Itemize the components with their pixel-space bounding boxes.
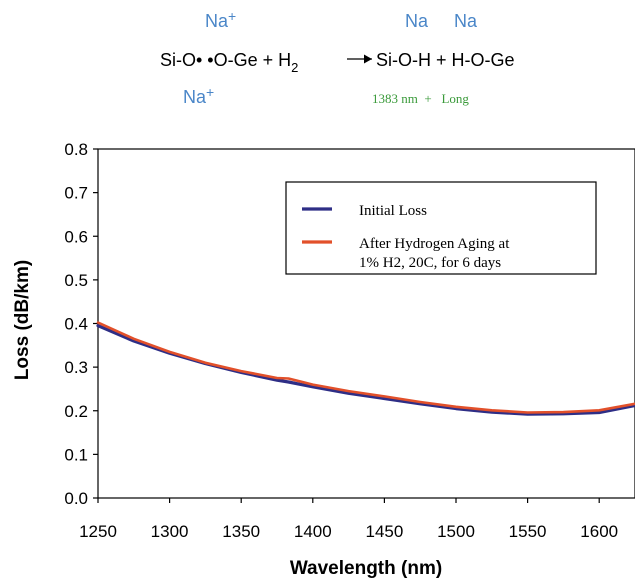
x-tick-label: 1300 bbox=[151, 522, 189, 541]
x-tick-label: 1500 bbox=[437, 522, 475, 541]
y-tick-label: 0.1 bbox=[64, 445, 88, 464]
series-layer bbox=[96, 321, 635, 416]
legend: Initial Loss After Hydrogen Aging at 1% H2… bbox=[285, 181, 597, 275]
reaction-arrow bbox=[347, 54, 372, 64]
x-tick-label: 1600 bbox=[580, 522, 618, 541]
x-tick-label: 1450 bbox=[365, 522, 403, 541]
na-top-left: Na+ bbox=[205, 8, 236, 31]
na-top-right: Na bbox=[454, 11, 478, 31]
y-axis: 0.0 0.1 0.2 0.3 0.4 0.5 0.6 0.7 0.8 bbox=[64, 140, 98, 508]
legend-label: 1% H2, 20C, for 6 days bbox=[359, 255, 501, 271]
y-tick-label: 0.3 bbox=[64, 358, 88, 377]
na-top-mid: Na bbox=[405, 11, 429, 31]
y-tick-label: 0.4 bbox=[64, 315, 88, 334]
x-axis: 1250 1300 1350 1400 1450 1500 1550 1600 bbox=[79, 498, 618, 541]
legend-box bbox=[285, 181, 597, 275]
x-tick-label: 1350 bbox=[222, 522, 260, 541]
y-tick-label: 0.5 bbox=[64, 271, 88, 290]
x-tick-label: 1400 bbox=[294, 522, 332, 541]
legend-label: Initial Loss bbox=[359, 203, 427, 219]
legend-label: After Hydrogen Aging at bbox=[359, 236, 510, 252]
x-tick-label: 1550 bbox=[509, 522, 547, 541]
y-tick-label: 0.2 bbox=[64, 402, 88, 421]
legend-entries: Initial Loss After Hydrogen Aging at 1% H2… bbox=[302, 203, 510, 271]
chart: 0.0 0.1 0.2 0.3 0.4 0.5 0.6 0.7 0.8 1250 1300 1350… bbox=[12, 140, 635, 579]
absorption-note: 1383 nm + Long bbox=[372, 91, 469, 106]
y-tick-label: 0.8 bbox=[64, 140, 88, 159]
equation-right: Si-O-H + H-O-Ge bbox=[376, 50, 515, 70]
y-tick-label: 0.6 bbox=[64, 227, 88, 246]
na-bottom-left: Na+ bbox=[183, 84, 214, 107]
x-axis-label: Wavelength (nm) bbox=[290, 558, 442, 579]
equation-left: Si-O• •O-Ge + H2 bbox=[160, 50, 298, 75]
series-line-2 bbox=[96, 321, 635, 414]
y-axis-label: Loss (dB/km) bbox=[12, 260, 33, 380]
y-tick-label: 0.0 bbox=[64, 489, 88, 508]
reaction-equation: Na+ Na Na Si-O• •O-Ge + H2 Si-O-H + H-O-… bbox=[160, 8, 515, 107]
x-tick-label: 1250 bbox=[79, 522, 117, 541]
y-tick-label: 0.7 bbox=[64, 184, 88, 203]
